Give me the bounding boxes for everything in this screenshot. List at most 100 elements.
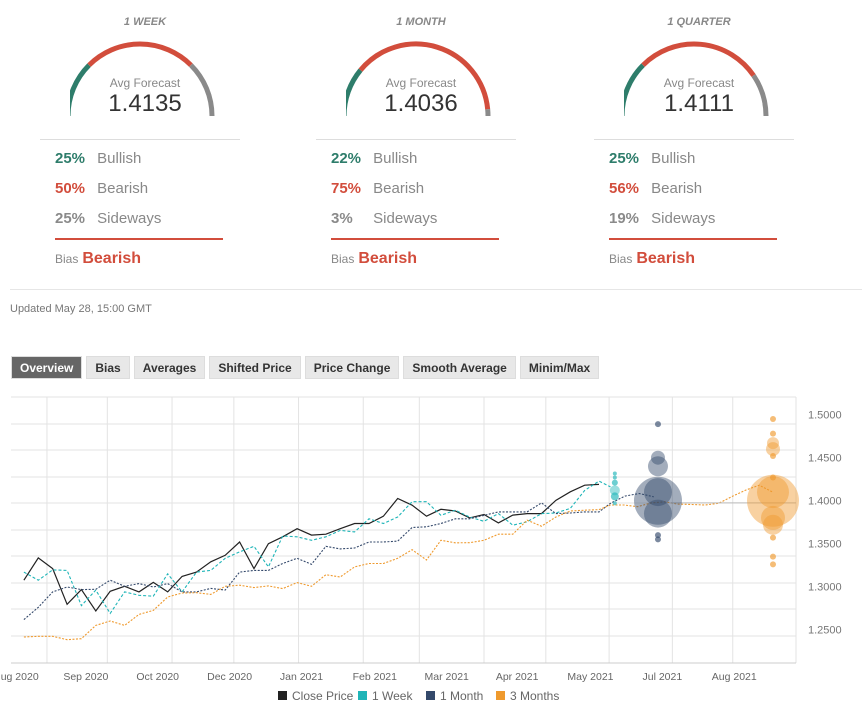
bias-value: Bearish: [82, 250, 142, 267]
legend-item[interactable]: Close Price: [292, 689, 354, 703]
legend-swatch: [426, 691, 435, 700]
bias: Bias Bearish: [55, 250, 141, 268]
forecast-card: 1 QUARTER Avg Forecast 1.4111 25% Bullis…: [584, 0, 814, 280]
bullish-row: 25% Bullish: [609, 150, 695, 167]
legend-swatch: [496, 691, 505, 700]
sideways-pct: 19%: [609, 210, 640, 227]
sideways-label: Sideways: [651, 210, 716, 227]
forecast-bubble-1-month: [654, 536, 661, 543]
bullish-arc: [624, 63, 645, 117]
sideways-arc: [189, 63, 215, 117]
avg-forecast-value: 1.4111: [664, 90, 734, 117]
avg-forecast-value: 1.4135: [108, 90, 182, 117]
forecast-bubble-3-months: [769, 561, 776, 568]
forecast-bubble-3-months: [769, 534, 776, 541]
legend-swatch: [358, 691, 367, 700]
legend-item[interactable]: 1 Month: [440, 689, 483, 703]
section-divider: [10, 289, 862, 290]
forecast-bubble-1-week: [612, 501, 617, 506]
card-title: 1 WEEK: [123, 16, 167, 28]
forecast-bubble-3-months: [756, 476, 789, 509]
bearish-label: Bearish: [97, 180, 149, 197]
bullish-label: Bullish: [97, 150, 142, 167]
divider: [316, 139, 516, 140]
bias-underline: [331, 238, 499, 240]
forecast-card: 1 MONTH Avg Forecast 1.4036 22% Bullish …: [306, 0, 536, 280]
x-tick-label: Aug 2021: [712, 671, 757, 683]
avg-forecast-label: Avg Forecast: [109, 76, 181, 90]
bias-value: Bearish: [358, 250, 418, 267]
bias-label: Bias: [609, 252, 633, 266]
bearish-pct: 50%: [55, 180, 86, 197]
forecast-bubble-1-month: [643, 478, 672, 507]
bearish-pct: 75%: [331, 180, 362, 197]
avg-forecast-label: Avg Forecast: [663, 76, 735, 90]
forecast-bubble-1-week: [610, 492, 619, 501]
bias: Bias Bearish: [609, 250, 695, 268]
avg-forecast-value: 1.4036: [384, 90, 458, 117]
series-line-1-week: [23, 480, 611, 615]
x-tick-label: Mar 2021: [425, 671, 470, 683]
forecast-bubble-3-months: [769, 416, 776, 422]
x-tick-label: Oct 2020: [136, 671, 179, 683]
tab-minim-max[interactable]: Minim/Max: [519, 356, 600, 379]
forecast-bubble-1-week: [612, 475, 617, 480]
sentiment-gauge: [624, 41, 769, 117]
forecast-bubble-3-months: [769, 452, 776, 459]
bullish-pct: 25%: [55, 150, 86, 167]
bearish-row: 75% Bearish: [331, 180, 424, 197]
y-tick-label: 1.2500: [808, 625, 842, 637]
forecast-bubble-3-months: [769, 553, 776, 560]
tab-smooth-average[interactable]: Smooth Average: [403, 356, 516, 379]
legend-item[interactable]: 3 Months: [510, 689, 559, 703]
forecast-card: 1 WEEK Avg Forecast 1.4135 25% Bullish 5…: [30, 0, 260, 280]
y-tick-label: 1.4000: [808, 496, 842, 508]
bias-underline: [55, 238, 223, 240]
y-tick-label: 1.3000: [808, 582, 842, 594]
bullish-pct: 25%: [609, 150, 640, 167]
legend-item[interactable]: 1 Week: [372, 689, 413, 703]
bearish-arc: [358, 41, 491, 110]
tab-price-change[interactable]: Price Change: [304, 356, 400, 379]
sideways-label: Sideways: [97, 210, 162, 227]
series-line-close-price: [23, 483, 600, 613]
bearish-label: Bearish: [651, 180, 703, 197]
tab-overview[interactable]: Overview: [11, 356, 83, 379]
series-line-1-month: [23, 492, 654, 621]
tab-shifted-price[interactable]: Shifted Price: [209, 356, 301, 379]
sideways-label: Sideways: [373, 210, 438, 227]
forecast-bubble-1-week: [609, 485, 620, 496]
forecast-bubble-1-month: [654, 532, 661, 539]
forecast-bubble-1-month: [633, 476, 682, 525]
x-tick-label: Feb 2021: [353, 671, 398, 683]
sentiment-gauge: [70, 41, 215, 117]
forecast-bubble-3-months: [760, 505, 785, 530]
bias-label: Bias: [55, 252, 79, 266]
bearish-arc: [87, 41, 193, 67]
series-line-3-months: [23, 484, 773, 641]
x-tick-label: Dec 2020: [207, 671, 252, 683]
forecast-bubble-1-month: [647, 456, 668, 477]
x-tick-label: Jul 2021: [643, 671, 683, 683]
forecast-bubble-1-month: [650, 450, 665, 465]
tab-averages[interactable]: Averages: [133, 356, 206, 379]
x-tick-label: Sep 2020: [63, 671, 108, 683]
card-title: 1 MONTH: [396, 16, 446, 28]
bearish-row: 50% Bearish: [55, 180, 148, 197]
bearish-label: Bearish: [373, 180, 425, 197]
y-tick-label: 1.4500: [808, 453, 842, 465]
divider: [40, 139, 240, 140]
forecast-bubble-1-month: [643, 499, 672, 528]
forecast-bubble-3-months: [766, 437, 779, 450]
bias-label: Bias: [331, 252, 355, 266]
sideways-row: 25% Sideways: [55, 210, 161, 227]
bullish-arc: [346, 68, 363, 117]
bearish-row: 56% Bearish: [609, 180, 702, 197]
bullish-row: 22% Bullish: [331, 150, 417, 167]
bias: Bias Bearish: [331, 250, 417, 268]
bullish-row: 25% Bullish: [55, 150, 141, 167]
bias-underline: [609, 238, 777, 240]
bullish-arc: [70, 63, 91, 117]
tab-bias[interactable]: Bias: [86, 356, 130, 379]
chart-tabs: Overview Bias Averages Shifted Price Price C…: [11, 356, 600, 379]
